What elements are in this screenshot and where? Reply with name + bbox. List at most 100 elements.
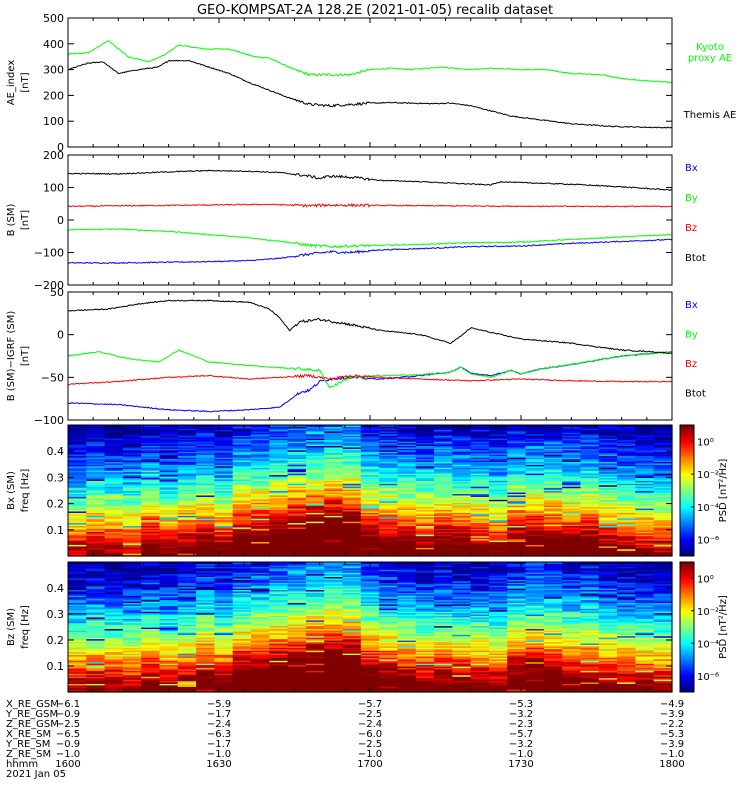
spectrogram-cell <box>196 614 216 617</box>
spectrogram-cell <box>580 523 600 527</box>
spectrogram-cell <box>598 502 618 505</box>
spectrogram-cell <box>232 512 252 515</box>
spectrogram-cell <box>617 467 636 470</box>
spectrogram-cell <box>251 443 270 446</box>
spectrogram-cell <box>104 641 124 644</box>
spectrogram-cell <box>214 484 234 487</box>
spectrogram-cell <box>360 680 380 683</box>
spectrogram-cell <box>507 461 527 464</box>
spectrogram-cell <box>141 599 161 602</box>
spectrogram-cell <box>287 622 307 625</box>
spectrogram-cell <box>653 443 673 446</box>
spectrogram-cell <box>617 509 636 512</box>
spectrogram-cell <box>360 683 380 686</box>
spectrogram-cell <box>397 494 417 497</box>
spectrogram-cell <box>251 588 270 591</box>
spectrogram-cell <box>305 562 325 565</box>
spectrogram-cell <box>122 481 142 484</box>
spectrogram-cell <box>543 500 563 503</box>
spectrogram-cell <box>397 522 417 525</box>
spectrogram-cell <box>635 429 655 432</box>
spectrogram-cell <box>598 497 618 500</box>
spectrogram-cell <box>635 432 655 435</box>
spectrogram-cell <box>159 464 179 467</box>
spectrogram-cell <box>159 532 179 535</box>
spectrogram-cell <box>305 593 325 596</box>
spectrogram-cell <box>543 452 563 455</box>
spectrogram-cell <box>543 462 563 465</box>
spectrogram-cell <box>635 433 655 436</box>
spectrogram-cell <box>196 465 216 468</box>
spectrogram-cell <box>177 593 197 596</box>
spectrogram-cell <box>452 537 472 540</box>
spectrogram-cell <box>342 467 362 470</box>
spectrogram-cell <box>68 615 87 618</box>
spectrogram-cell <box>360 566 380 569</box>
spectrogram-cell <box>360 609 380 612</box>
spectrogram-cell <box>543 532 563 535</box>
spectrogram-cell <box>141 668 161 671</box>
spectrogram-cell <box>177 624 197 627</box>
spectrogram-cell <box>397 545 417 548</box>
spectrogram-cell <box>214 628 234 631</box>
spectrogram-cell <box>598 500 618 503</box>
spectrogram-cell <box>141 455 161 458</box>
spectrogram-cell <box>635 541 655 544</box>
colorbar-cell <box>680 542 694 546</box>
spectrogram-cell <box>104 653 124 656</box>
spectrogram-cell <box>159 684 179 687</box>
spectrogram-cell <box>562 545 582 548</box>
spectrogram-cell <box>287 448 307 451</box>
spectrogram-cell <box>214 572 234 575</box>
spectrogram-cell <box>635 538 655 541</box>
spectrogram-cell <box>324 441 344 444</box>
spectrogram-cell <box>434 425 453 428</box>
spectrogram-cell <box>543 542 563 545</box>
spectrogram-cell <box>598 499 618 502</box>
spectrogram-cell <box>653 470 673 473</box>
spectrogram-cell <box>488 541 508 544</box>
spectrogram-cell <box>598 505 618 508</box>
spectrogram-cell <box>104 681 124 684</box>
spectrogram-cell <box>452 497 472 500</box>
spectrogram-cell <box>251 538 270 541</box>
spectrogram-cell <box>196 432 216 435</box>
spectrogram-cell <box>543 486 563 489</box>
spectrogram-cell <box>617 499 636 502</box>
spectrogram-cell <box>305 616 325 619</box>
spectrogram-cell <box>360 575 380 578</box>
spectrogram-cell <box>653 516 673 519</box>
spectrogram-cell <box>543 515 563 518</box>
spectrogram-cell <box>196 595 216 598</box>
spectrogram-cell <box>104 616 124 619</box>
spectrogram-cell <box>379 638 399 641</box>
spectrogram-cell <box>562 430 582 433</box>
spectrogram-cell <box>635 446 655 449</box>
spectrogram-cell <box>488 457 508 460</box>
spectrogram-cell <box>68 441 87 444</box>
spectrogram-cell <box>86 651 106 654</box>
spectrogram-cell <box>86 425 106 428</box>
spectrogram-cell <box>196 475 216 478</box>
spectrogram-cell <box>507 436 527 439</box>
spectrogram-cell <box>580 505 600 508</box>
spectrogram-cell <box>269 457 289 460</box>
spectrogram-cell <box>580 502 600 505</box>
spectrogram-cell <box>397 644 417 647</box>
spectrogram-cell <box>324 478 344 481</box>
spectrogram-cell <box>434 539 453 543</box>
spectrogram-cell <box>305 539 325 543</box>
spectrogram-cell <box>488 467 508 470</box>
spectrogram-cell <box>232 435 252 438</box>
spectrogram-cell <box>196 628 216 631</box>
spectrogram-cell <box>196 631 216 634</box>
spectrogram-cell <box>324 622 344 625</box>
spectrogram-cell <box>251 668 270 671</box>
spectrogram-cell <box>159 621 179 624</box>
spectrogram-cell <box>159 619 179 622</box>
spectrogram-cell <box>177 446 197 449</box>
spectrogram-cell <box>232 563 252 566</box>
spectrogram-cell <box>580 519 600 522</box>
spectrogram-cell <box>232 638 252 641</box>
spectrogram-cell <box>104 680 124 683</box>
